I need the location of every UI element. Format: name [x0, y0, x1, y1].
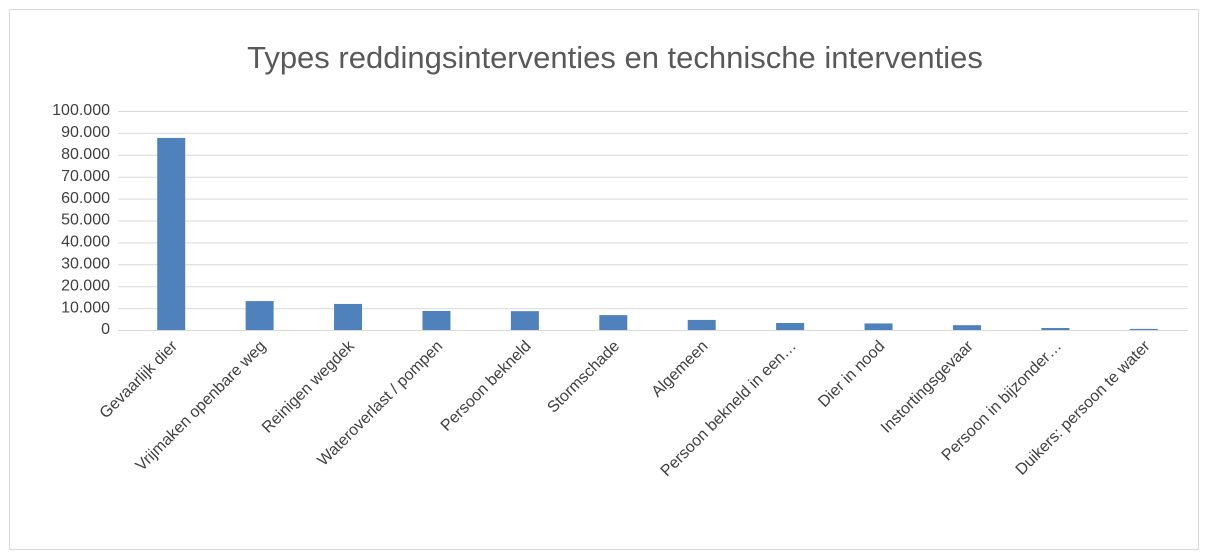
bar: [599, 315, 628, 330]
bar: [776, 322, 805, 330]
bar: [510, 311, 539, 330]
y-tick-label: 90.000: [61, 124, 110, 141]
bar: [422, 310, 451, 330]
bar: [687, 319, 716, 330]
bar: [245, 301, 274, 330]
y-tick-label: 60.000: [61, 190, 110, 207]
y-tick-label: 0: [101, 321, 110, 338]
y-tick-label: 80.000: [61, 146, 110, 163]
y-tick-label: 10.000: [61, 299, 110, 316]
bar: [864, 323, 893, 330]
y-tick-label: 50.000: [61, 212, 110, 229]
y-tick-label: 40.000: [61, 234, 110, 251]
y-tick-label: 100.000: [52, 102, 110, 119]
chart-title: Types reddingsinterventies en technische…: [247, 40, 983, 75]
y-tick-label: 30.000: [61, 256, 110, 273]
bar: [334, 303, 363, 330]
y-tick-label: 70.000: [61, 168, 110, 185]
bar: [157, 137, 186, 330]
chart-border: [9, 9, 1199, 550]
y-tick-label: 20.000: [61, 277, 110, 294]
bar: [1129, 328, 1158, 330]
bar: [952, 325, 981, 330]
bar: [1041, 328, 1070, 330]
